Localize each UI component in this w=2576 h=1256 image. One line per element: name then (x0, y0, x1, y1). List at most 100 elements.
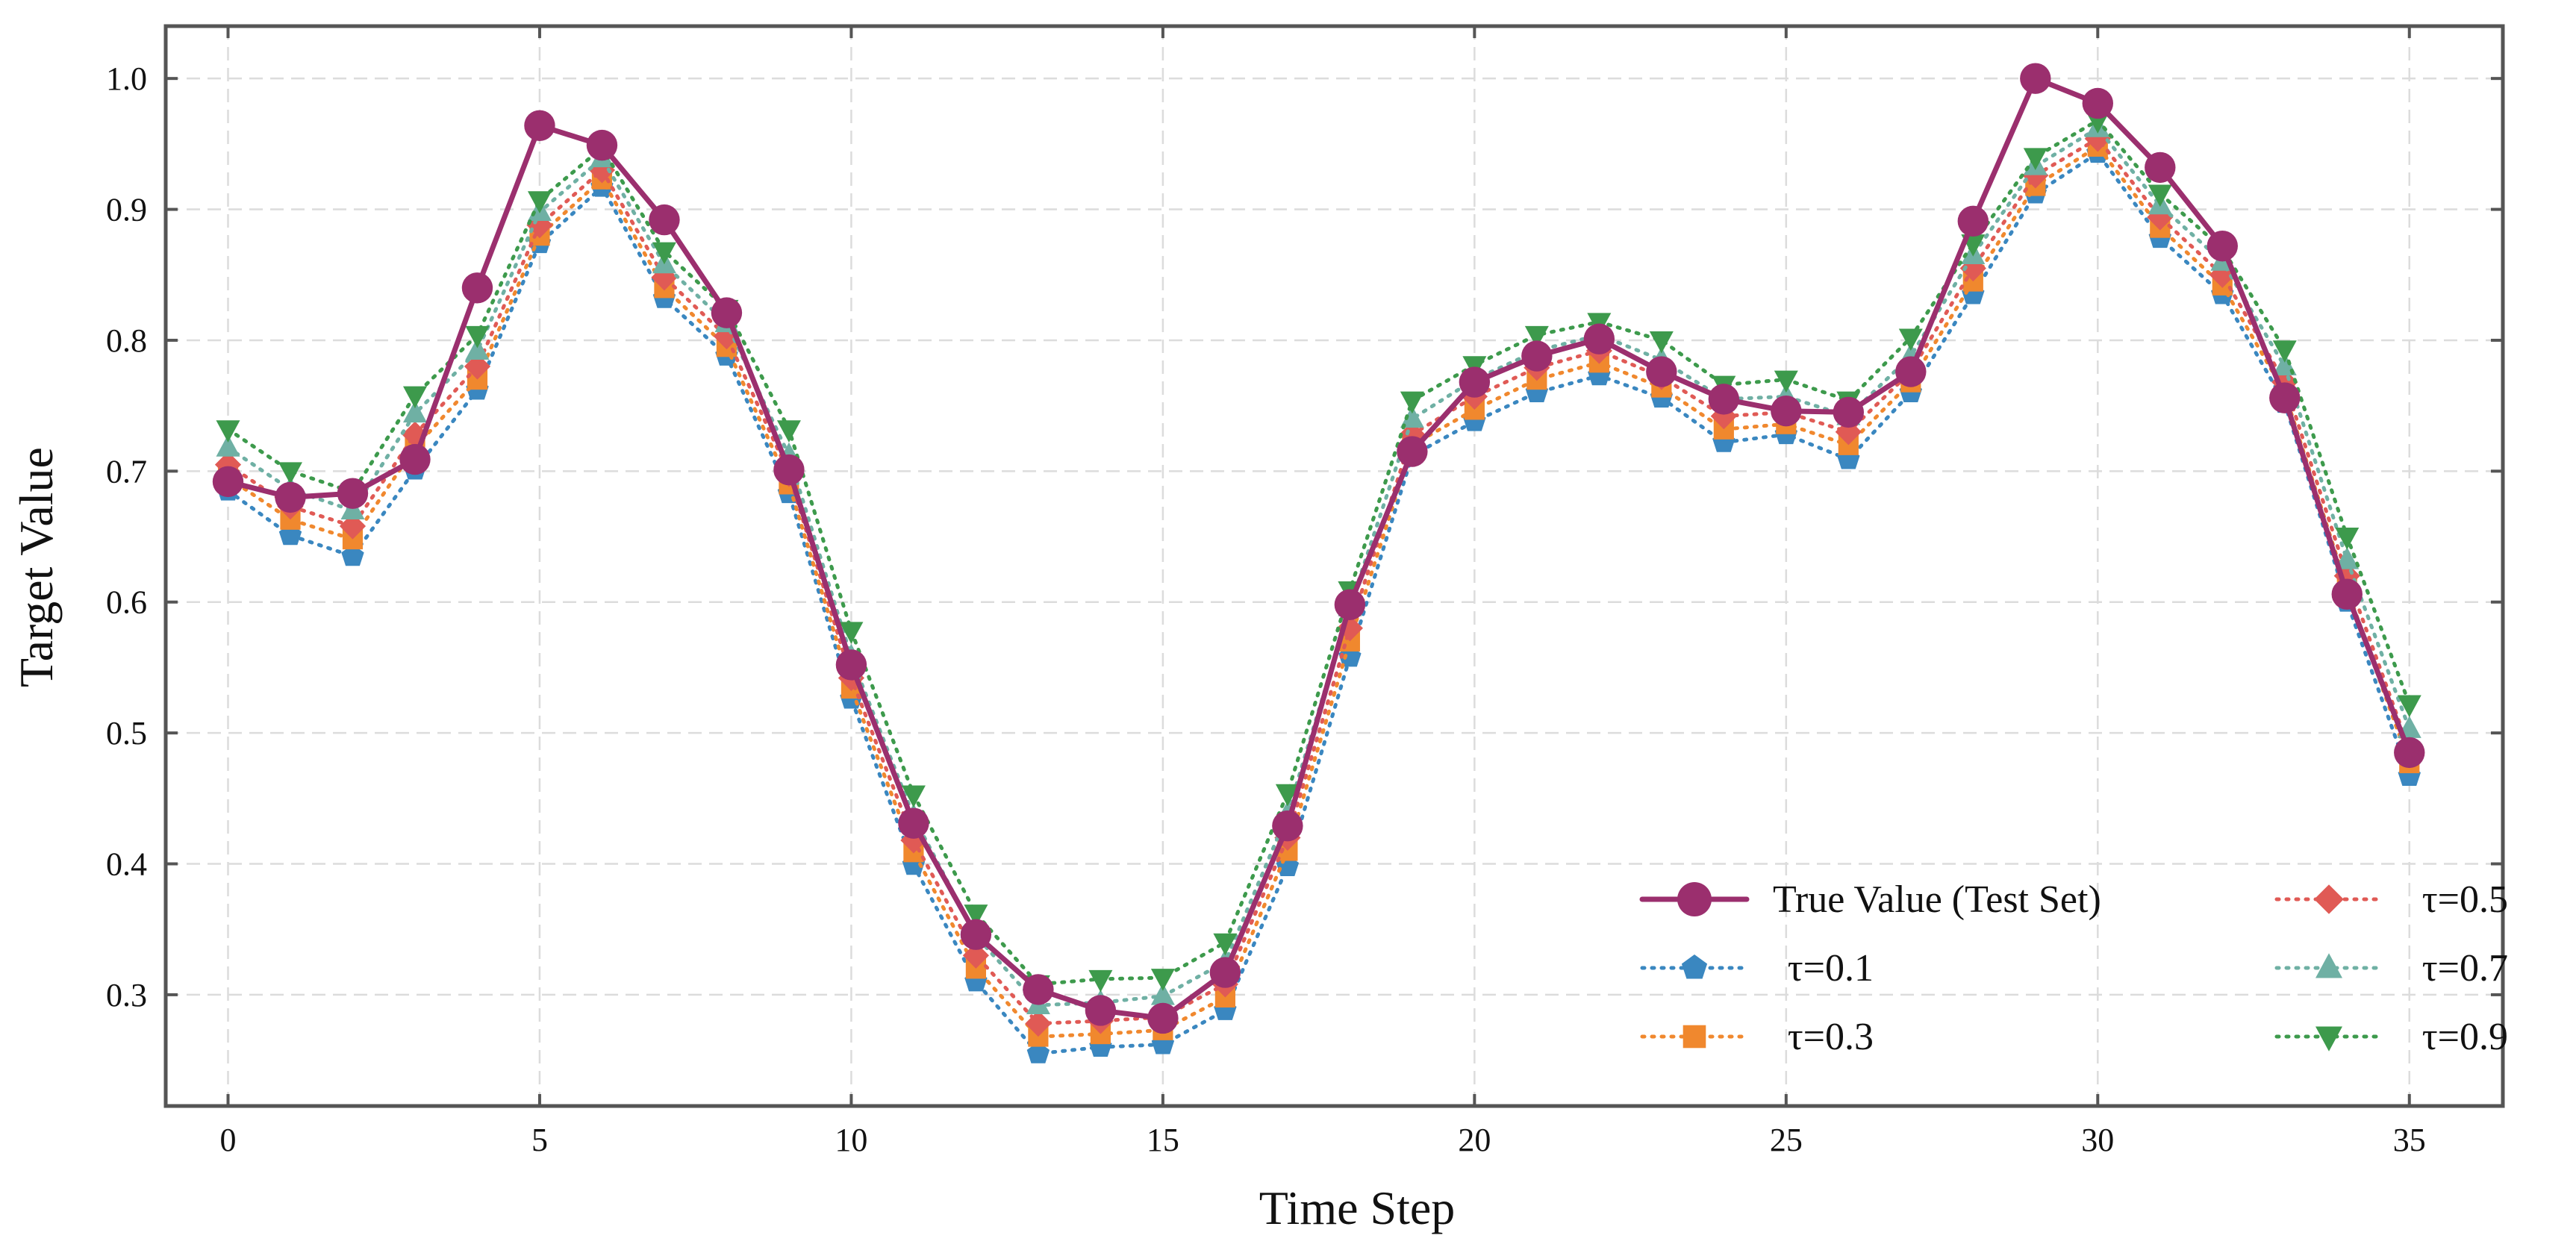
x-tick-label: 10 (835, 1122, 867, 1158)
series-0-point (399, 443, 431, 475)
series-0 (212, 63, 2425, 1034)
y-tick-label: 0.8 (106, 322, 147, 359)
x-tick-label: 5 (531, 1122, 548, 1158)
y-tick-label: 0.5 (106, 715, 147, 752)
legend-entry-5: τ=0.9 (2274, 1016, 2508, 1058)
axis-ticks: 0 5 10 15 20 25 30 35 0.3 0.4 0.5 0.6 0.7 0.8 0.9 1.0 (106, 26, 2503, 1158)
series-3-point (526, 211, 553, 239)
series-0-point (1521, 340, 1553, 372)
series-1-point (1026, 1041, 1050, 1063)
series-0-point (1272, 810, 1303, 842)
series-0-point (711, 297, 743, 328)
x-axis-title: Time Step (1259, 1181, 1456, 1234)
plot-frame (163, 24, 2505, 1108)
x-tick-label: 20 (1458, 1122, 1491, 1158)
series-5-point (2397, 695, 2421, 718)
series-0-point (1147, 1002, 1179, 1034)
series-0-point (1085, 995, 1117, 1026)
legend-label: τ=0.9 (2422, 1016, 2508, 1058)
series-3-point (1025, 1010, 1052, 1037)
legend-entry-4: τ=0.7 (2274, 947, 2508, 990)
series-4-point (1150, 983, 1175, 1005)
series-3-line (225, 137, 2412, 1026)
series-0-point (461, 272, 493, 304)
series-0-point (1209, 957, 1241, 988)
series-group (212, 63, 2425, 1063)
series-5-point (278, 462, 302, 484)
series-5-point (901, 785, 926, 808)
legend-label: τ=0.3 (1788, 1016, 1874, 1058)
series-0-point (2082, 87, 2113, 119)
series-5-point (1898, 328, 1923, 352)
series-0-point (1397, 436, 1428, 467)
y-tick-label: 0.6 (106, 584, 147, 621)
series-4-point (216, 434, 240, 457)
series-4-point (1400, 405, 1424, 428)
series-0-point (1583, 323, 1615, 354)
legend: True Value (Test Set) τ=0.1 τ=0.3 τ=0.5 τ=0.… (1639, 878, 2508, 1058)
series-0-point (898, 807, 929, 839)
series-0-point (1771, 395, 1802, 427)
series-1-point (341, 544, 364, 566)
legend-marker (2315, 953, 2342, 978)
series-5-line (225, 118, 2412, 987)
series-0-point (835, 649, 867, 681)
y-tick-label: 0.3 (106, 977, 147, 1013)
x-tick-label: 0 (219, 1122, 236, 1158)
series-5-point (216, 420, 240, 443)
series-5-point (1213, 933, 1238, 956)
series-0-point (586, 129, 618, 161)
legend-marker (1682, 1025, 1706, 1049)
series-0-point (337, 478, 369, 509)
grid-lines (166, 26, 2503, 1106)
x-tick-label: 25 (1770, 1122, 1803, 1158)
y-tick-label: 1.0 (106, 60, 147, 97)
x-tick-label: 30 (2081, 1122, 2114, 1158)
legend-entry-3: τ=0.5 (2274, 878, 2508, 921)
series-0-point (1708, 384, 1740, 415)
legend-label: τ=0.5 (2422, 878, 2508, 921)
x-tick-label: 35 (2393, 1122, 2426, 1158)
series-5-point (1275, 784, 1300, 807)
series-3-point (651, 264, 678, 291)
plot-border (163, 24, 2505, 1108)
y-tick-label: 0.9 (106, 192, 147, 228)
series-5-point (839, 622, 864, 644)
series-4-point (2335, 547, 2360, 569)
series-0-point (649, 204, 680, 236)
series-0-point (2020, 63, 2051, 94)
series-5-point (1088, 969, 1113, 993)
legend-label: τ=0.1 (1788, 947, 1874, 990)
series-0-point (2207, 230, 2238, 262)
series-0-point (212, 466, 244, 498)
legend-entry-1: τ=0.1 (1640, 947, 1874, 990)
series-0-line (225, 75, 2413, 1021)
legend-label: True Value (Test Set) (1773, 878, 2101, 921)
series-5-point (2272, 340, 2297, 363)
series-0-point (1459, 366, 1491, 398)
series-4-line (225, 126, 2412, 1007)
series-3-point (962, 942, 990, 969)
legend-label: τ=0.7 (2422, 947, 2508, 990)
y-tick-label: 0.4 (106, 846, 147, 883)
series-5-point (2335, 528, 2360, 550)
series-5-point (527, 191, 552, 213)
series-0-point (1895, 356, 1927, 387)
series-0-point (1957, 205, 1989, 237)
series-0-point (1334, 589, 1366, 620)
series-5-point (465, 325, 490, 349)
legend-entry-2: τ=0.3 (1640, 1016, 1874, 1058)
series-3-point (464, 353, 491, 380)
series-5-point (1774, 370, 1798, 393)
series-5-point (1649, 331, 1674, 354)
legend-marker (2314, 884, 2344, 914)
legend-entry-0: True Value (Test Set) (1639, 878, 2101, 921)
series-5-point (1400, 391, 1424, 414)
series-5-point (2023, 148, 2048, 170)
series-5-point (1524, 325, 1549, 349)
series-2-line (225, 144, 2412, 1039)
series-0-point (524, 110, 555, 141)
y-tick-label: 0.7 (106, 453, 147, 490)
series-0-point (960, 919, 992, 950)
